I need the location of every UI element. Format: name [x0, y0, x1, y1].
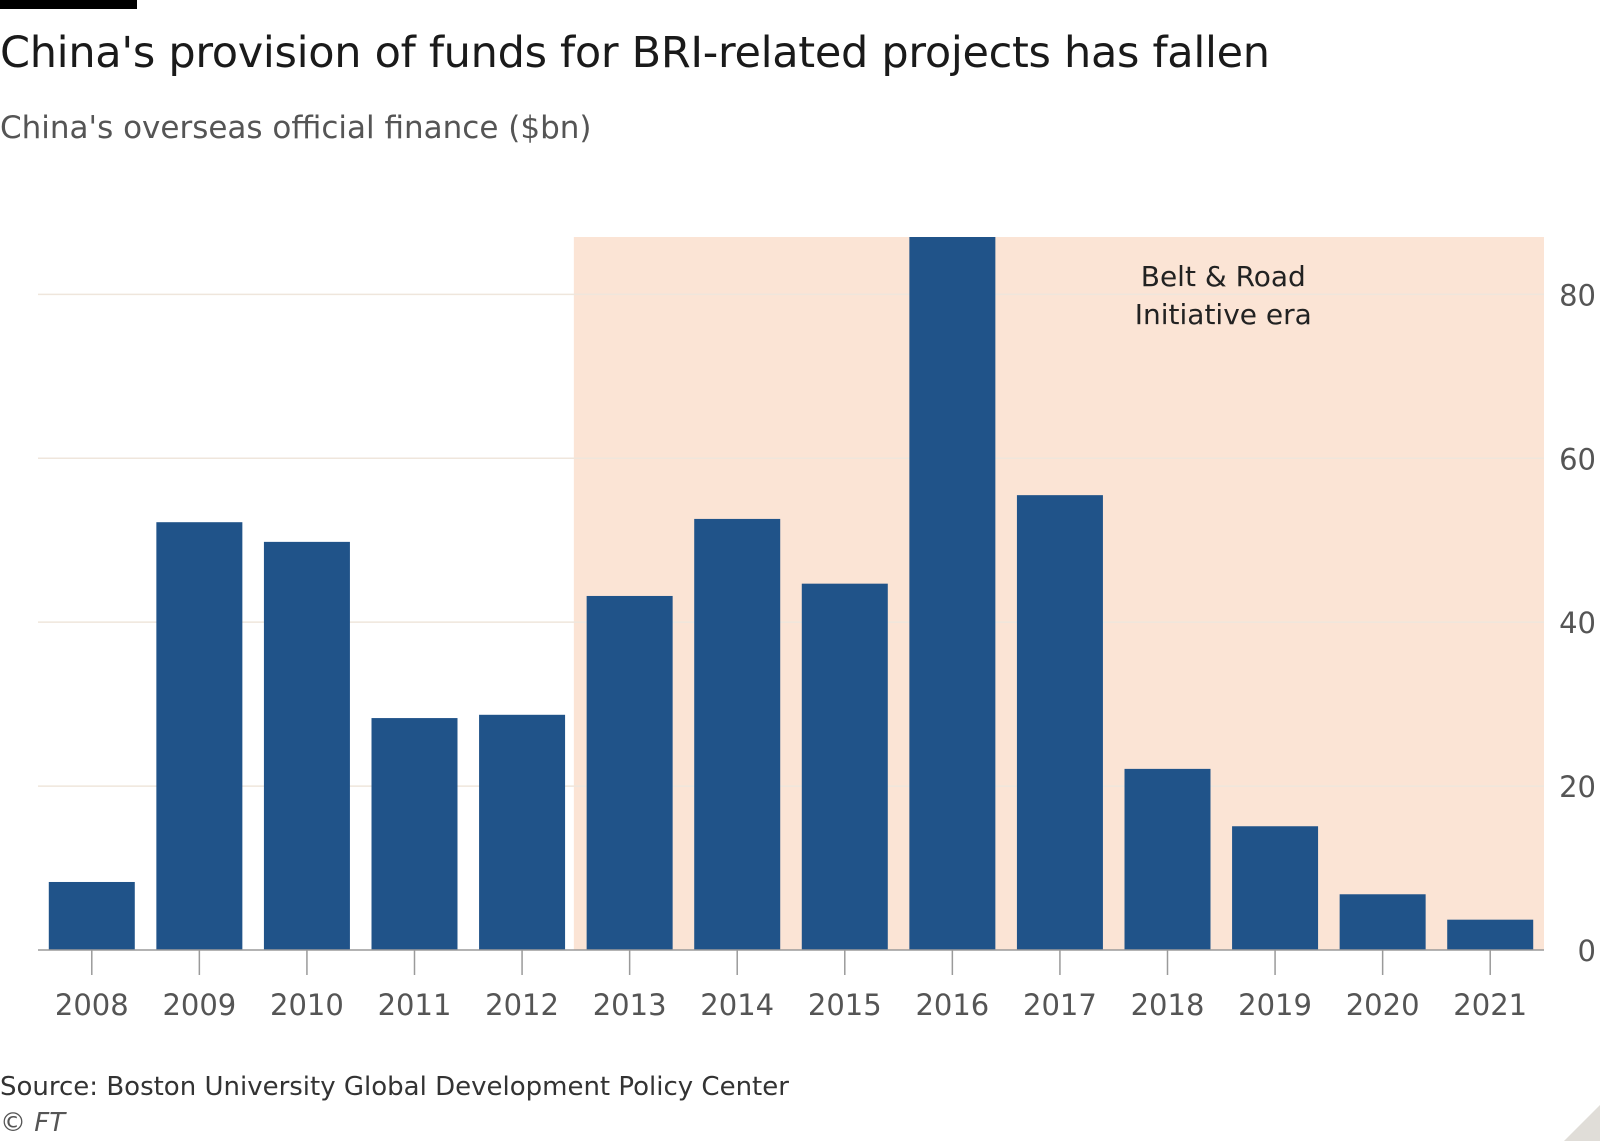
bar-2020 — [1339, 894, 1426, 950]
bar-2021 — [1447, 919, 1534, 950]
x-tick-label: 2011 — [378, 988, 452, 1022]
bri-era-annotation: Initiative era — [1135, 298, 1312, 331]
chart-title: China's provision of funds for BRI-relat… — [0, 28, 1270, 78]
chart-subtitle: China's overseas official finance ($bn) — [0, 110, 592, 146]
x-tick-label: 2020 — [1346, 988, 1420, 1022]
x-tick-label: 2008 — [55, 988, 129, 1022]
x-tick-label: 2013 — [593, 988, 667, 1022]
bar-2018 — [1124, 768, 1211, 950]
y-tick-label: 80 — [1559, 278, 1596, 312]
bar-2010 — [263, 541, 350, 950]
x-tick-label: 2017 — [1023, 988, 1097, 1022]
x-tick-label: 2018 — [1131, 988, 1205, 1022]
bar-2014 — [694, 518, 781, 950]
bri-era-annotation: Belt & Road — [1141, 260, 1306, 293]
x-tick-label: 2014 — [700, 988, 774, 1022]
x-tick-label: 2021 — [1453, 988, 1527, 1022]
bar-2015 — [801, 583, 888, 950]
ft-brand-bar — [0, 0, 137, 9]
x-tick-label: 2016 — [915, 988, 989, 1022]
y-tick-label: 60 — [1559, 442, 1596, 476]
bar-2012 — [479, 714, 566, 950]
bar-chart: 0 20 40 60 80 2008 2009 2010 2011 2012 2013 2014 201… — [38, 237, 1596, 1022]
bar-2011 — [371, 718, 458, 950]
x-tick-label: 2015 — [808, 988, 882, 1022]
y-tick-label: 20 — [1559, 770, 1596, 804]
source-note: Source: Boston University Global Develop… — [0, 1072, 789, 1102]
bar-2008 — [48, 881, 135, 950]
y-tick-label: 0 — [1578, 934, 1596, 968]
x-tick-label: 2012 — [485, 988, 559, 1022]
x-tick-label: 2019 — [1238, 988, 1312, 1022]
bar-2013 — [586, 595, 673, 950]
bar-2009 — [156, 522, 243, 950]
bar-2016 — [909, 237, 996, 950]
y-tick-label: 40 — [1559, 606, 1596, 640]
bar-2017 — [1016, 495, 1103, 950]
copyright-note: © FT — [0, 1108, 66, 1138]
x-tick-label: 2010 — [270, 988, 344, 1022]
x-tick-label: 2009 — [162, 988, 236, 1022]
corner-mark-icon — [1564, 1105, 1600, 1141]
bar-2019 — [1232, 826, 1319, 950]
